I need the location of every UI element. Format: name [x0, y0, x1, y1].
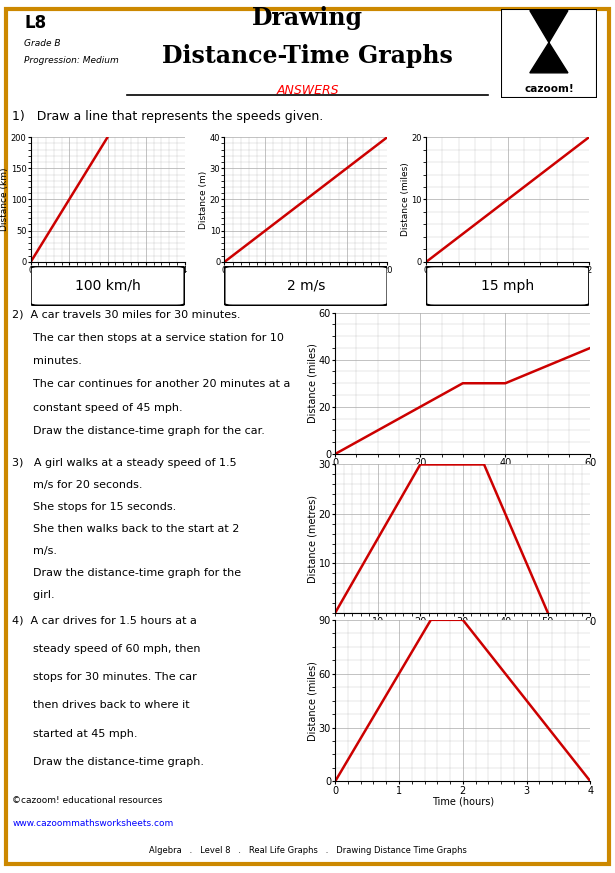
Y-axis label: Distance (metres): Distance (metres)	[308, 495, 317, 582]
Text: minutes.: minutes.	[12, 356, 82, 367]
Text: m/s.: m/s.	[12, 546, 57, 556]
Y-axis label: Distance (m): Distance (m)	[199, 170, 208, 229]
Text: girl.: girl.	[12, 590, 55, 600]
Text: steady speed of 60 mph, then: steady speed of 60 mph, then	[12, 643, 201, 654]
Y-axis label: Distance (miles): Distance (miles)	[308, 661, 317, 740]
Text: Grade B: Grade B	[24, 39, 61, 48]
Text: The car then stops at a service station for 10: The car then stops at a service station …	[12, 333, 284, 343]
FancyBboxPatch shape	[426, 266, 589, 306]
Text: started at 45 mph.: started at 45 mph.	[12, 728, 138, 739]
Text: cazoom!: cazoom!	[524, 84, 574, 94]
Text: The car continues for another 20 minutes at a: The car continues for another 20 minutes…	[12, 380, 291, 389]
Text: 100 km/h: 100 km/h	[75, 278, 140, 293]
FancyBboxPatch shape	[224, 266, 387, 306]
Text: She stops for 15 seconds.: She stops for 15 seconds.	[12, 502, 177, 512]
Y-axis label: Distance (miles): Distance (miles)	[401, 162, 410, 237]
Text: 15 mph: 15 mph	[481, 278, 534, 293]
Text: Draw the distance-time graph for the car.: Draw the distance-time graph for the car…	[12, 426, 265, 436]
Text: L8: L8	[24, 14, 46, 31]
Polygon shape	[530, 10, 568, 72]
FancyBboxPatch shape	[31, 266, 184, 306]
X-axis label: Time (seconds): Time (seconds)	[272, 277, 340, 285]
Text: 2)  A car travels 30 miles for 30 minutes.: 2) A car travels 30 miles for 30 minutes…	[12, 310, 241, 320]
Text: ANSWERS: ANSWERS	[276, 84, 339, 97]
Text: Algebra   .   Level 8   .   Real Life Graphs   .   Drawing Distance Time Graphs: Algebra . Level 8 . Real Life Graphs . D…	[149, 846, 466, 856]
Text: ©cazoom! educational resources: ©cazoom! educational resources	[12, 796, 163, 806]
Text: then drives back to where it: then drives back to where it	[12, 700, 190, 711]
Text: Distance-Time Graphs: Distance-Time Graphs	[162, 44, 453, 68]
Text: 3)   A girl walks at a steady speed of 1.5: 3) A girl walks at a steady speed of 1.5	[12, 458, 237, 468]
X-axis label: Time (hours): Time (hours)	[479, 277, 536, 285]
FancyBboxPatch shape	[501, 9, 597, 98]
Text: stops for 30 minutes. The car: stops for 30 minutes. The car	[12, 672, 197, 682]
Text: Drawing: Drawing	[252, 6, 363, 30]
Text: Draw the distance-time graph for the: Draw the distance-time graph for the	[12, 568, 242, 578]
X-axis label: Time (seconds): Time (seconds)	[426, 629, 500, 638]
Text: Progression: Medium: Progression: Medium	[24, 56, 119, 65]
Text: 4)  A car drives for 1.5 hours at a: 4) A car drives for 1.5 hours at a	[12, 615, 197, 625]
Y-axis label: Distance (miles): Distance (miles)	[308, 343, 317, 423]
Text: www.cazoommathsworksheets.com: www.cazoommathsworksheets.com	[12, 820, 173, 828]
Text: Draw the distance-time graph.: Draw the distance-time graph.	[12, 757, 204, 766]
Y-axis label: Distance (km): Distance (km)	[1, 168, 9, 231]
Text: She then walks back to the start at 2: She then walks back to the start at 2	[12, 524, 240, 534]
Text: constant speed of 45 mph.: constant speed of 45 mph.	[12, 402, 183, 413]
X-axis label: Time (minutes): Time (minutes)	[426, 470, 500, 479]
Text: 2 m/s: 2 m/s	[287, 278, 325, 293]
X-axis label: Time (hours): Time (hours)	[79, 277, 137, 285]
X-axis label: Time (hours): Time (hours)	[432, 797, 494, 807]
Text: m/s for 20 seconds.: m/s for 20 seconds.	[12, 480, 143, 491]
Text: 1)   Draw a line that represents the speeds given.: 1) Draw a line that represents the speed…	[12, 110, 323, 122]
